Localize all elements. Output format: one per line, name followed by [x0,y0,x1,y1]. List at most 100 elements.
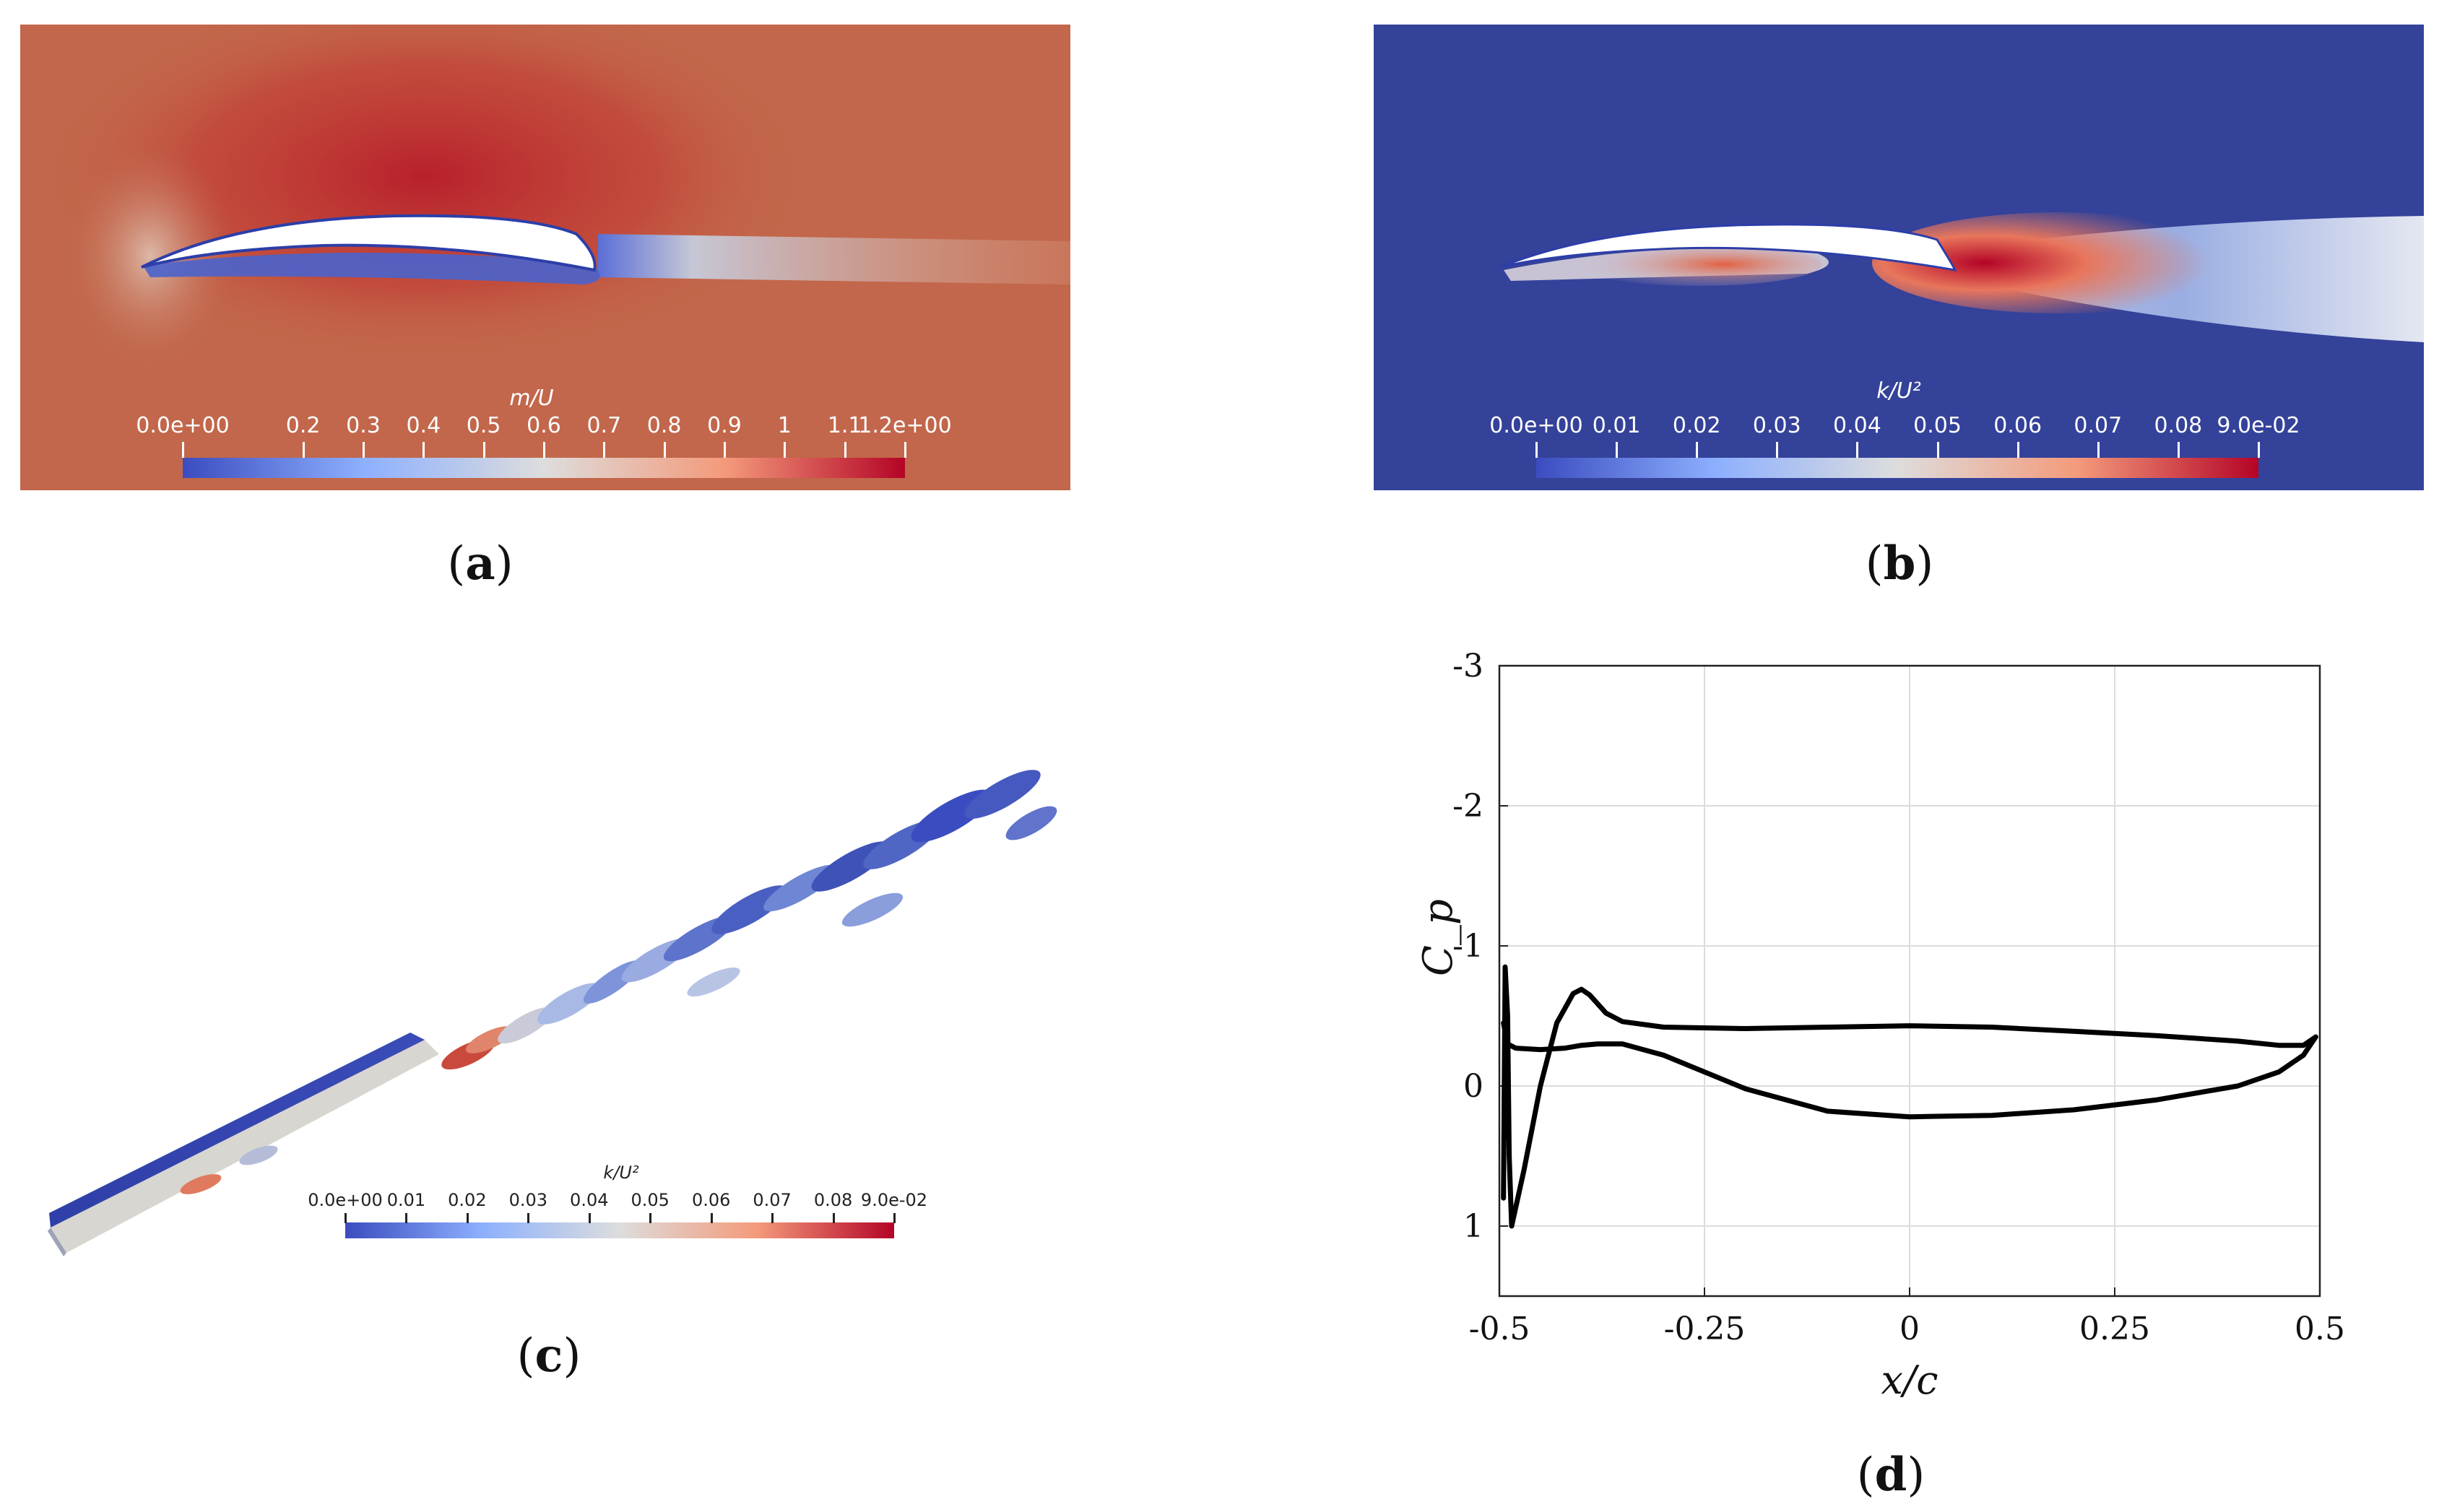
colorbar-tick-label: 0.01 [386,1190,426,1210]
colorbar-tick-mark [784,442,787,458]
colorbar-tick-label: 0.01 [1592,413,1641,438]
panel-b-tke-field: k/U² 0.0e+00 0.01 0.02 0.03 0.04 0.05 0.06 0.07… [1374,25,2424,490]
wake-vortex-structures [180,770,1057,1194]
colorbar-gradient [183,458,905,478]
colorbar-tick-label: 0.4 [406,413,441,438]
colorbar-tick-label: 1 [777,413,792,438]
panel-d-pressure-chart: -0.5 -0.25 0 0.25 0.5 -3 -2 -1 0 1 x/c C_p [1372,635,2434,1430]
colorbar-tick-mark [1856,442,1859,458]
colorbar-tick-mark [1696,442,1699,458]
colorbar-tick-label: 9.0e-02 [2217,413,2300,438]
panel-caption-b: (b) [1865,536,1934,591]
colorbar-tick-label: 0.02 [448,1190,487,1210]
colorbar-tick-label: 0.3 [346,413,381,438]
colorbar-title: m/U [509,386,554,411]
colorbar-tick-mark [649,1213,652,1223]
colorbar-tick-label: 0.2 [285,413,321,438]
isosurface-render [48,770,1057,1256]
colorbar-tick-label: 0.05 [631,1190,670,1210]
y-tick-label: -1 [1452,928,1483,965]
colorbar-tick-label: 0.0e+00 [308,1190,383,1210]
colorbar-tick-mark [363,442,365,458]
cp-series-line [1501,964,2318,1229]
colorbar-tick-label: 0.5 [466,413,501,438]
colorbar-tick-label: 0.9 [707,413,742,438]
stagnation-region [64,140,237,371]
colorbar-tick-label: 0.07 [2074,413,2123,438]
colorbar-tick-mark [527,1213,530,1223]
colorbar-tick-label: 0.06 [691,1190,731,1210]
velocity-contour-plot [20,25,1070,490]
colorbar-tick-mark [603,442,606,458]
colorbar-tick-label: 0.6 [527,413,561,438]
y-tick-label: -3 [1452,648,1483,685]
plot-frame [1498,664,2321,1298]
colorbar-tick-label: 0.0e+00 [136,413,230,438]
wake-region [598,234,1070,284]
wing-edge [48,1228,66,1256]
tke-contour-plot [1374,25,2424,490]
airfoil-shape [1499,223,1957,271]
colorbar-tick-label: 0.08 [813,1190,853,1210]
wing-span-side [51,1040,439,1253]
colorbar-title: k/U² [1876,378,1921,404]
colorbar-tick-label: 0.07 [753,1190,792,1210]
colorbar-tick-label: 1.1 [827,413,862,438]
airfoil-shape [141,214,597,272]
colorbar-tick-label: 0.05 [1913,413,1962,438]
colorbar-tick-label: 0.0e+00 [1489,413,1583,438]
lower-surface-boundary-layer [143,252,600,284]
colorbar-tick-label: 0.08 [2154,413,2203,438]
colorbar-tick-mark [710,1213,713,1223]
y-tick-label: 1 [1463,1208,1483,1245]
x-tick-label: 0 [1899,1311,1920,1347]
y-tick-label: 0 [1463,1068,1483,1105]
panel-c-vortex-isosurfaces: k/U² 0.0e+00 0.01 0.02 0.03 0.04 0.05 0.06 0.07… [20,722,1070,1285]
colorbar-tick-mark [832,1213,835,1223]
colorbar-tick-mark [893,1213,896,1223]
colorbar-tick-label: 0.04 [570,1190,609,1210]
x-tick-label: -0.5 [1469,1311,1530,1347]
wake-peak-region [1872,212,2248,313]
colorbar-tick-label: 9.0e-02 [860,1190,928,1210]
panel-caption-d: (d) [1856,1448,1925,1502]
colorbar-tick-mark [663,442,666,458]
colorbar-tick-mark [1776,442,1779,458]
colorbar-tick-mark [904,442,906,458]
colorbar-tick-mark [405,1213,408,1223]
colorbar-gradient [1536,458,2258,478]
y-axis-label: C_p [1415,899,1462,976]
colorbar-tick-label: 0.04 [1833,413,1881,438]
x-tick-label: 0.5 [2295,1311,2345,1347]
colorbar-tick-mark [2097,442,2100,458]
colorbar-tick-mark [2177,442,2180,458]
panel-caption-c: (c) [516,1329,581,1383]
colorbar-tick-label: 0.06 [1993,413,2042,438]
colorbar-tick-mark [543,442,545,458]
colorbar-tick-mark [466,1213,469,1223]
colorbar-tick-label: 0.7 [586,413,622,438]
x-tick-label: -0.25 [1664,1311,1746,1347]
colorbar-tick-label: 0.03 [508,1190,548,1210]
colorbar-title: k/U² [603,1163,639,1183]
panel-caption-a: (a) [447,536,514,591]
colorbar-tick-mark [345,1213,347,1223]
colorbar-tick-mark [1936,442,1939,458]
colorbar-tick-mark [302,442,305,458]
colorbar-tick-mark [1535,442,1538,458]
colorbar-tick-label: 1.2e+00 [858,413,952,438]
colorbar-tick-mark [588,1213,591,1223]
colorbar-tick-mark [2258,442,2260,458]
x-tick-label: 0.25 [2079,1311,2150,1347]
colorbar-gradient [345,1222,894,1238]
colorbar-tick-label: 0.03 [1752,413,1801,438]
colorbar-tick-label: 0.02 [1672,413,1721,438]
wing-surface [49,1033,425,1228]
colorbar-tick-mark [771,1213,774,1223]
panel-a-velocity-field: m/U 0.0e+00 0.2 0.3 0.4 0.5 0.6 0.7 0.8 0.9 1 1.1 1… [20,25,1070,490]
colorbar-tick-mark [182,442,184,458]
colorbar-tick-mark [423,442,425,458]
colorbar-tick-label: 0.8 [646,413,682,438]
colorbar-tick-mark [482,442,485,458]
pressure-coefficient-chart: -0.5 -0.25 0 0.25 0.5 -3 -2 -1 0 1 x/c C_p [1415,648,2345,1403]
